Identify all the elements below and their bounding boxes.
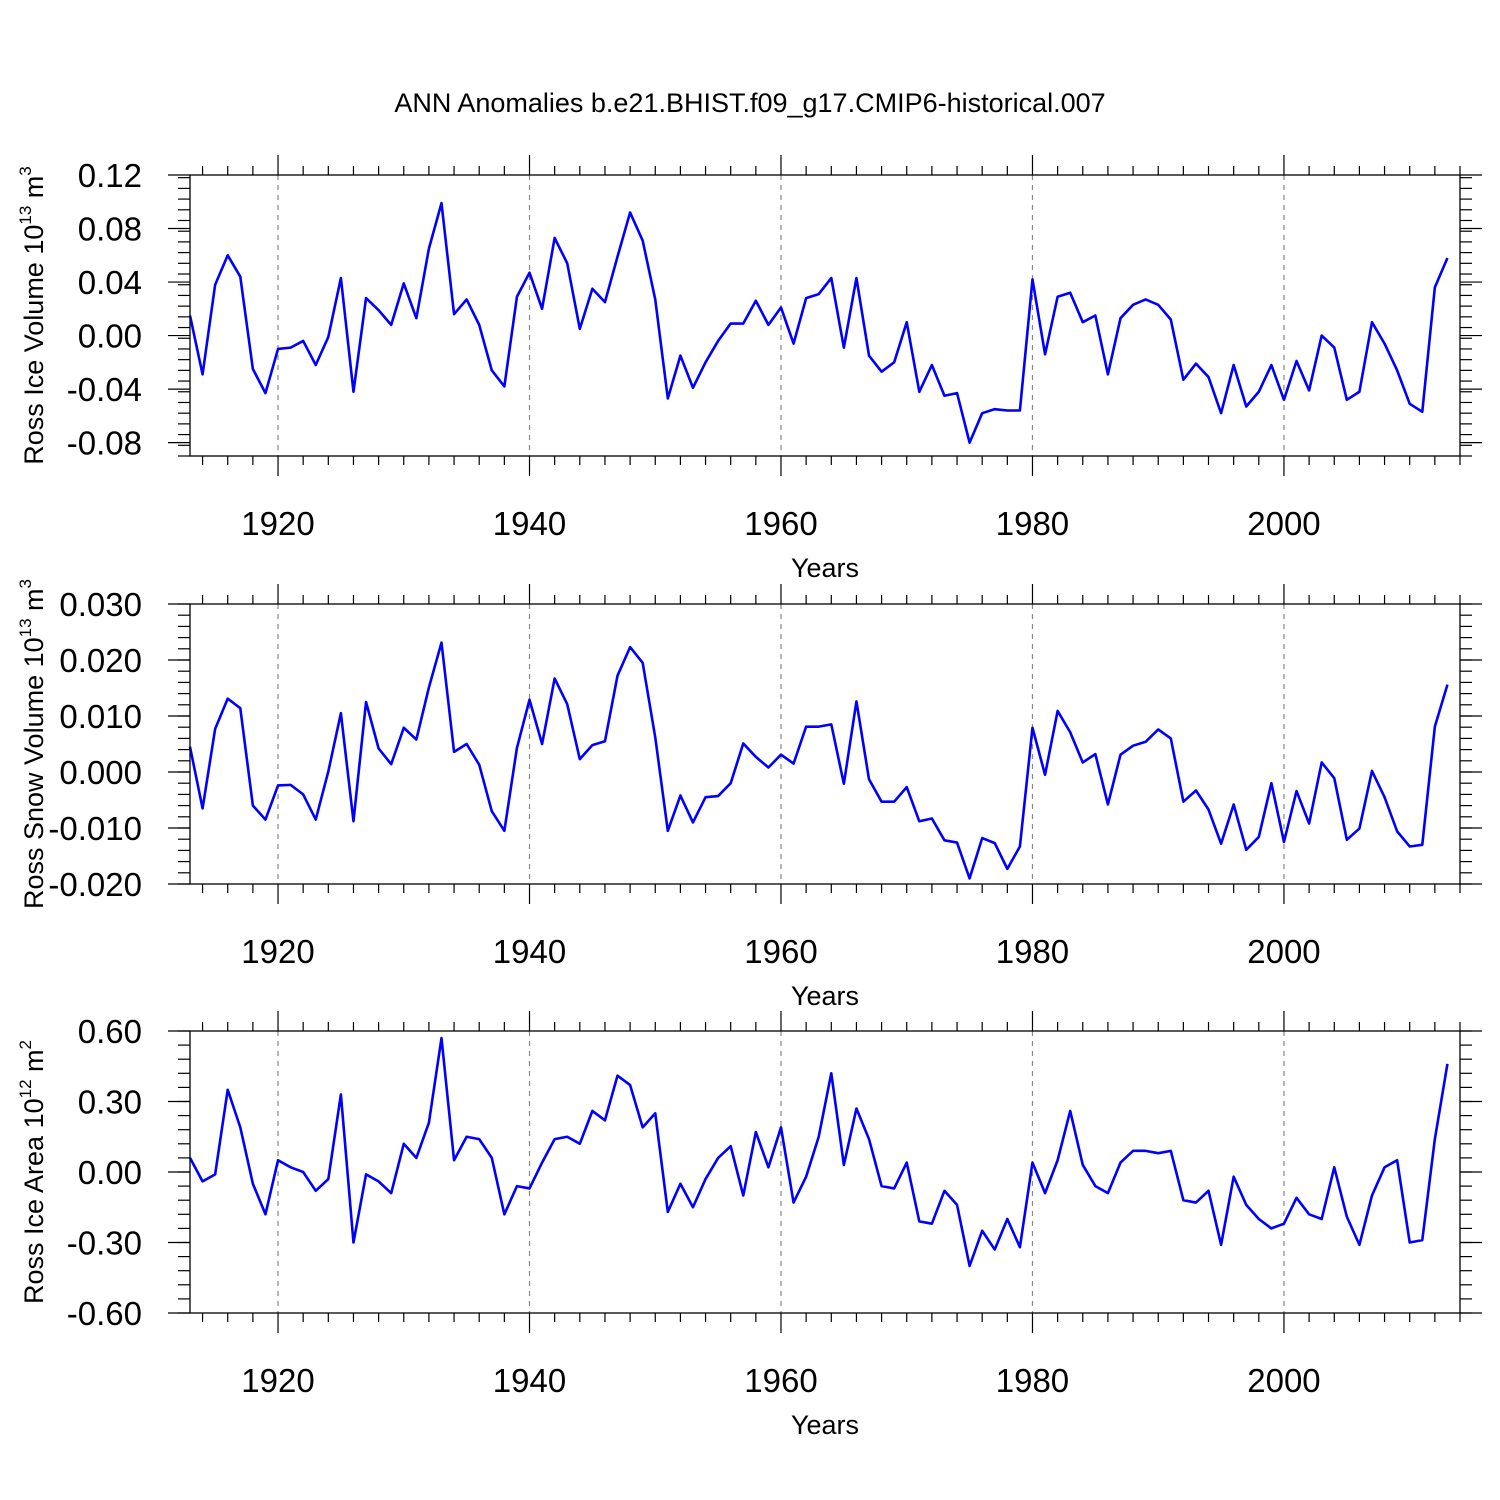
- ice-volume-x-tick-label: 1960: [744, 505, 817, 542]
- snow-volume-x-tick-label: 2000: [1247, 933, 1320, 970]
- ice-area-y-tick-label: 0.00: [78, 1154, 142, 1191]
- ice-volume-y-tick-label: -0.04: [67, 371, 142, 408]
- ice-volume-y-axis-title: Ross Ice Volume 1013 m3: [16, 166, 49, 465]
- ice-area-y-tick-label: -0.60: [67, 1295, 142, 1332]
- ice-volume-y-tick-label: 0.04: [78, 264, 142, 301]
- ice-volume-x-axis-title: Years: [791, 553, 859, 583]
- snow-volume-series-line: [188, 641, 1449, 880]
- ice-area-x-tick-label: 1960: [744, 1362, 817, 1399]
- ice-volume-y-tick-label: -0.08: [67, 425, 142, 462]
- ice-area-plot-frame: [189, 1030, 1461, 1314]
- ice-volume-plot-frame: [189, 174, 1461, 457]
- snow-volume-y-axis-title: Ross Snow Volume 1013 m3: [16, 579, 49, 909]
- snow-volume-x-tick-label: 1920: [241, 933, 314, 970]
- ice-volume-y-tick-label: 0.00: [78, 318, 142, 355]
- snow-volume-plot-frame: [189, 603, 1461, 885]
- ice-volume-y-tick-label: 0.12: [78, 157, 142, 194]
- snow-volume-y-tick-label: -0.010: [48, 810, 142, 847]
- snow-volume-y-tick-label: 0.020: [59, 642, 142, 679]
- ice-volume-x-tick-label: 1920: [241, 505, 314, 542]
- snow-volume-x-axis-title: Years: [791, 981, 859, 1011]
- ice-area-x-tick-label: 1980: [996, 1362, 1069, 1399]
- ice-volume-series-line: [188, 201, 1449, 444]
- ice-area-x-axis-title: Years: [791, 1410, 859, 1440]
- ice-volume-x-tick-label: 1940: [493, 505, 566, 542]
- ice-area-y-tick-label: -0.30: [67, 1225, 142, 1262]
- chart-title: ANN Anomalies b.e21.BHIST.f09_g17.CMIP6-…: [394, 88, 1105, 118]
- ice-area-y-tick-label: 0.60: [78, 1013, 142, 1050]
- snow-volume-x-tick-label: 1960: [744, 933, 817, 970]
- ice-area-series-line: [188, 1036, 1449, 1268]
- ice-volume-x-tick-label: 1980: [996, 505, 1069, 542]
- snow-volume-y-tick-label: 0.030: [59, 586, 142, 623]
- ice-volume-y-tick-label: 0.08: [78, 211, 142, 248]
- ice-area-x-tick-label: 1920: [241, 1362, 314, 1399]
- ice-area-y-axis-title: Ross Ice Area 1012 m2: [16, 1040, 49, 1304]
- ice-area-y-tick-label: 0.30: [78, 1084, 142, 1121]
- ice-area-x-tick-label: 1940: [493, 1362, 566, 1399]
- snow-volume-y-tick-label: 0.010: [59, 698, 142, 735]
- ice-volume-x-tick-label: 2000: [1247, 505, 1320, 542]
- snow-volume-x-tick-label: 1940: [493, 933, 566, 970]
- snow-volume-y-tick-label: -0.020: [48, 866, 142, 903]
- snow-volume-x-tick-label: 1980: [996, 933, 1069, 970]
- snow-volume-y-tick-label: 0.000: [59, 754, 142, 791]
- ice-area-x-tick-label: 2000: [1247, 1362, 1320, 1399]
